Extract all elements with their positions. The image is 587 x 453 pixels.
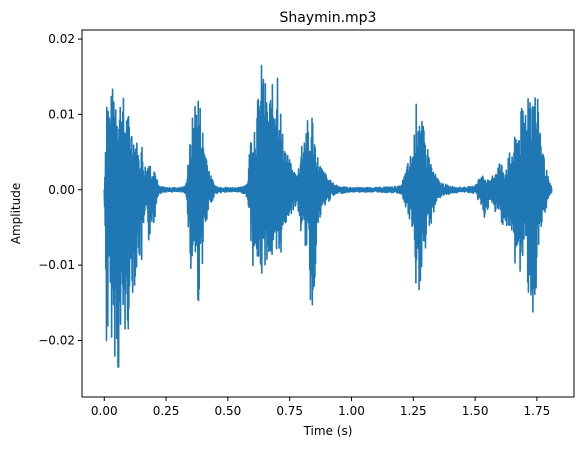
x-tick-label: 1.25 xyxy=(400,404,427,418)
y-axis: −0.02 −0.01 0.00 0.01 0.02 xyxy=(38,32,82,347)
x-tick-label: 0.25 xyxy=(153,404,180,418)
y-tick-label: −0.02 xyxy=(38,333,75,347)
x-tick-label: 1.75 xyxy=(524,404,551,418)
x-tick-label: 0.50 xyxy=(215,404,242,418)
x-tick-label: 1.00 xyxy=(338,404,365,418)
y-tick-label: 0.00 xyxy=(48,183,75,197)
x-axis: 0.00 0.25 0.50 0.75 1.00 1.25 1.50 1.75 xyxy=(91,397,550,418)
x-tick-label: 0.75 xyxy=(276,404,303,418)
x-tick-label: 0.00 xyxy=(91,404,118,418)
x-axis-label: Time (s) xyxy=(303,424,353,438)
y-tick-label: −0.01 xyxy=(38,258,75,272)
y-axis-label: Amplitude xyxy=(9,183,23,245)
chart-title: Shaymin.mp3 xyxy=(280,10,377,26)
y-tick-label: 0.01 xyxy=(48,107,75,121)
waveform-line xyxy=(103,64,553,368)
y-tick-label: 0.02 xyxy=(48,32,75,46)
plot-area xyxy=(103,64,553,368)
plot-frame xyxy=(81,29,575,398)
x-tick-label: 1.50 xyxy=(462,404,489,418)
